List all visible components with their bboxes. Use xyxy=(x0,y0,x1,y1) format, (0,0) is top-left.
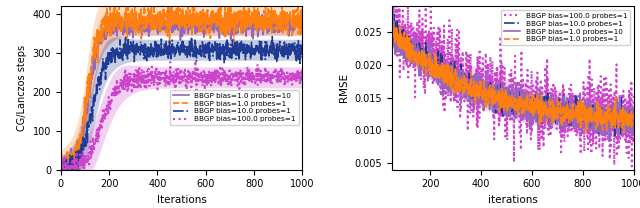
Line: BBGP bias=100.0 probes=1: BBGP bias=100.0 probes=1 xyxy=(392,0,634,166)
BBGP bias=10.0 probes=1 xyxy=(299,53,307,55)
BBGP bias=1.0 probes=1 xyxy=(455,89,463,91)
BBGP bias=1.0 probes=10 xyxy=(164,9,172,11)
BBGP bias=1.0 probes=1 xyxy=(223,27,231,30)
BBGP bias=1.0 probes=10 xyxy=(250,26,258,28)
Line: BBGP bias=1.0 probes=10: BBGP bias=1.0 probes=10 xyxy=(61,8,303,170)
BBGP bias=10.0 probes=1 xyxy=(588,117,596,119)
BBGP bias=100.0 probes=1 xyxy=(630,92,637,95)
BBGP bias=1.0 probes=10 xyxy=(388,40,396,43)
BBGP bias=10.0 probes=1 xyxy=(630,122,637,124)
BBGP bias=100.0 probes=1 xyxy=(250,74,258,76)
BBGP bias=100.0 probes=1 xyxy=(299,76,307,78)
BBGP bias=1.0 probes=1 xyxy=(390,24,397,26)
BBGP bias=1.0 probes=10 xyxy=(455,73,463,75)
X-axis label: Iterations: Iterations xyxy=(157,195,207,205)
BBGP bias=100.0 probes=1 xyxy=(388,23,396,26)
BBGP bias=10.0 probes=1 xyxy=(155,43,163,46)
Line: BBGP bias=1.0 probes=10: BBGP bias=1.0 probes=10 xyxy=(392,11,634,142)
BBGP bias=1.0 probes=1 xyxy=(627,110,635,113)
BBGP bias=10.0 probes=1 xyxy=(82,141,90,144)
BBGP bias=1.0 probes=1 xyxy=(246,20,253,22)
BBGP bias=10.0 probes=1 xyxy=(223,54,230,57)
BBGP bias=1.0 probes=1 xyxy=(630,121,637,123)
BBGP bias=1.0 probes=10 xyxy=(58,168,65,171)
Y-axis label: CG/Lanczos steps: CG/Lanczos steps xyxy=(17,45,27,131)
BBGP bias=100.0 probes=1 xyxy=(223,77,231,79)
BBGP bias=1.0 probes=10 xyxy=(299,25,307,27)
BBGP bias=100.0 probes=1 xyxy=(585,73,593,76)
BBGP bias=1.0 probes=10 xyxy=(389,10,397,12)
BBGP bias=100.0 probes=1 xyxy=(588,119,596,121)
BBGP bias=1.0 probes=10 xyxy=(82,109,90,112)
BBGP bias=10.0 probes=1 xyxy=(435,74,442,77)
BBGP bias=10.0 probes=1 xyxy=(246,51,253,54)
BBGP bias=10.0 probes=1 xyxy=(627,114,635,116)
BBGP bias=100.0 probes=1 xyxy=(57,168,65,171)
BBGP bias=1.0 probes=1 xyxy=(164,6,172,9)
BBGP bias=1.0 probes=10 xyxy=(223,21,231,24)
BBGP bias=1.0 probes=1 xyxy=(603,109,611,111)
BBGP bias=1.0 probes=10 xyxy=(435,79,442,82)
BBGP bias=100.0 probes=1 xyxy=(435,26,442,29)
BBGP bias=10.0 probes=1 xyxy=(390,13,398,16)
BBGP bias=1.0 probes=10 xyxy=(155,27,163,30)
BBGP bias=100.0 probes=1 xyxy=(155,77,163,79)
BBGP bias=1.0 probes=10 xyxy=(585,116,593,119)
Legend: BBGP bias=100.0 probes=1, BBGP bias=10.0 probes=1, BBGP bias=1.0 probes=10, BBGP: BBGP bias=100.0 probes=1, BBGP bias=10.0… xyxy=(501,10,630,45)
BBGP bias=100.0 probes=1 xyxy=(455,64,463,67)
BBGP bias=1.0 probes=1 xyxy=(57,166,65,168)
BBGP bias=100.0 probes=1 xyxy=(628,165,636,168)
Line: BBGP bias=10.0 probes=1: BBGP bias=10.0 probes=1 xyxy=(61,37,303,170)
BBGP bias=1.0 probes=1 xyxy=(58,168,65,171)
Y-axis label: RMSE: RMSE xyxy=(339,73,349,103)
BBGP bias=100.0 probes=1 xyxy=(246,71,253,73)
BBGP bias=1.0 probes=1 xyxy=(388,28,396,30)
BBGP bias=10.0 probes=1 xyxy=(603,128,611,130)
BBGP bias=1.0 probes=1 xyxy=(585,120,593,123)
BBGP bias=10.0 probes=1 xyxy=(611,134,619,137)
BBGP bias=1.0 probes=10 xyxy=(603,112,611,114)
Line: BBGP bias=1.0 probes=1: BBGP bias=1.0 probes=1 xyxy=(61,0,303,170)
BBGP bias=1.0 probes=10 xyxy=(57,166,65,169)
BBGP bias=100.0 probes=1 xyxy=(82,162,90,165)
BBGP bias=100.0 probes=1 xyxy=(603,122,611,124)
BBGP bias=1.0 probes=10 xyxy=(226,6,234,9)
BBGP bias=10.0 probes=1 xyxy=(455,81,463,84)
BBGP bias=1.0 probes=1 xyxy=(82,104,90,107)
BBGP bias=100.0 probes=1 xyxy=(627,139,635,141)
BBGP bias=1.0 probes=1 xyxy=(589,111,596,113)
BBGP bias=1.0 probes=1 xyxy=(299,10,307,12)
Line: BBGP bias=1.0 probes=1: BBGP bias=1.0 probes=1 xyxy=(392,25,634,132)
BBGP bias=1.0 probes=1 xyxy=(156,17,163,20)
X-axis label: iterations: iterations xyxy=(488,195,538,205)
Legend: BBGP bias=1.0 probes=10, BBGP bias=1.0 probes=1, BBGP bias=10.0 probes=1, BBGP b: BBGP bias=1.0 probes=10, BBGP bias=1.0 p… xyxy=(170,90,299,125)
BBGP bias=1.0 probes=1 xyxy=(250,1,258,3)
BBGP bias=1.0 probes=10 xyxy=(246,27,253,29)
BBGP bias=100.0 probes=1 xyxy=(191,60,199,62)
BBGP bias=1.0 probes=10 xyxy=(588,125,596,127)
BBGP bias=10.0 probes=1 xyxy=(388,28,396,30)
Line: BBGP bias=100.0 probes=1: BBGP bias=100.0 probes=1 xyxy=(61,61,303,170)
BBGP bias=1.0 probes=10 xyxy=(627,116,635,119)
BBGP bias=10.0 probes=1 xyxy=(57,168,65,171)
BBGP bias=1.0 probes=1 xyxy=(435,76,442,79)
BBGP bias=10.0 probes=1 xyxy=(585,113,593,115)
BBGP bias=1.0 probes=1 xyxy=(582,131,590,134)
BBGP bias=10.0 probes=1 xyxy=(250,48,257,50)
BBGP bias=10.0 probes=1 xyxy=(268,36,276,38)
Line: BBGP bias=10.0 probes=1: BBGP bias=10.0 probes=1 xyxy=(392,15,634,135)
BBGP bias=100.0 probes=1 xyxy=(164,81,172,84)
BBGP bias=1.0 probes=10 xyxy=(630,121,637,124)
BBGP bias=1.0 probes=10 xyxy=(605,140,613,143)
BBGP bias=10.0 probes=1 xyxy=(164,45,172,48)
